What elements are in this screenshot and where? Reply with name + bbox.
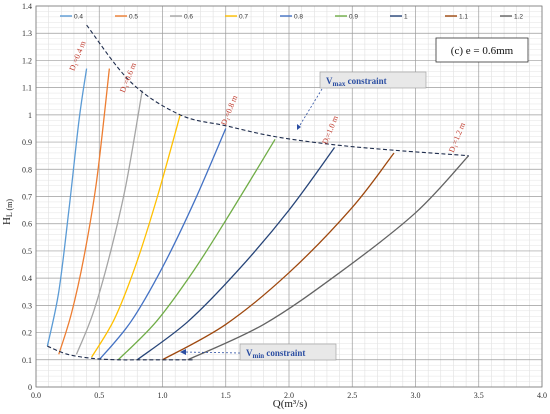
y-tick-label: 0.4	[22, 274, 32, 283]
series-line-1	[136, 147, 336, 361]
series-line-1.2	[187, 155, 470, 361]
y-tick-label: 0.5	[22, 247, 32, 256]
x-tick-label: 4.0	[537, 391, 547, 400]
x-tick-label: 0.0	[31, 391, 41, 400]
legend: 0.4 0.5 0.6 0.7 0.8 0.9 1 1.1 1.2	[60, 14, 523, 21]
y-tick-label: 0.6	[22, 220, 32, 229]
vmin-arrowhead	[180, 349, 186, 355]
y-tick-label: 0.3	[22, 301, 32, 310]
legend-label-0.6: 0.6	[184, 14, 193, 21]
y-tick-label: 1	[28, 111, 32, 120]
inset-box-frame	[435, 37, 529, 63]
series-line-0.8	[98, 128, 227, 361]
legend-label-0.4: 0.4	[74, 14, 83, 21]
y-tick-label: 1.1	[22, 84, 32, 93]
vmax-callout: Vmax constraint	[296, 71, 427, 131]
y-tick-label: 0.8	[22, 165, 32, 174]
vmin-callout-arrow	[183, 351, 241, 354]
y-tick-label: 1.4	[22, 2, 32, 11]
series-line-0.5	[58, 68, 111, 355]
series-lines	[46, 68, 470, 361]
vmin-callout: Vmin constraint	[180, 343, 337, 361]
legend-label-1: 1	[404, 14, 408, 21]
y-tick-label: 1.2	[22, 56, 32, 65]
vmax-callout-label: Vmax constraint	[326, 76, 387, 88]
legend-label-0.8: 0.8	[294, 14, 303, 21]
inset-box: (c) e = 0.6mm	[435, 37, 529, 63]
series-line-0.7	[91, 114, 181, 358]
plot-frame	[35, 5, 543, 388]
y-tick-label: 0.2	[22, 329, 32, 338]
x-tick-labels: 0.0 0.5 1.0 1.5 2.0 2.5 3.0 3.5 4.0	[31, 391, 547, 400]
x-tick-label: 0.5	[94, 391, 104, 400]
inset-label: (c) e = 0.6mm	[451, 45, 514, 57]
legend-label-1.1: 1.1	[459, 14, 468, 21]
y-tick-label: 0.1	[22, 356, 32, 365]
vmin-callout-box	[239, 343, 337, 361]
vmax-constraint-line	[86, 24, 469, 157]
y-tick-label: 1.3	[22, 29, 32, 38]
constraint-lines	[47, 24, 469, 361]
series-line-0.6	[75, 90, 143, 355]
x-tick-label: 3.0	[411, 391, 421, 400]
vmax-callout-box	[319, 71, 427, 89]
vmin-constraint-line	[47, 345, 195, 361]
y-tick-label: 0.7	[22, 193, 32, 202]
legend-label-0.5: 0.5	[129, 14, 138, 21]
y-tick-label: 0	[28, 383, 32, 392]
vmax-arrowhead	[297, 124, 301, 130]
y-tick-label: 0.9	[22, 138, 32, 147]
x-tick-label: 1.5	[221, 391, 231, 400]
legend-label-0.9: 0.9	[349, 14, 358, 21]
x-tick-label: 3.5	[474, 391, 484, 400]
legend-label-0.7: 0.7	[239, 14, 248, 21]
x-axis-label: Q(m³/s)	[273, 398, 308, 410]
x-tick-label: 1.0	[158, 391, 168, 400]
series-line-0.9	[117, 139, 276, 361]
x-tick-label: 2.5	[347, 391, 357, 400]
series-line-0.4	[46, 68, 88, 347]
legend-label-1.2: 1.2	[514, 14, 523, 21]
vmin-callout-label: Vmin constraint	[246, 348, 305, 360]
vmax-callout-arrow	[296, 88, 323, 131]
y-axis-label: HL (m)	[1, 199, 14, 225]
x-tick-label: 2.0	[284, 391, 294, 400]
y-tick-labels: 0 0.1 0.2 0.3 0.4 0.5 0.6 0.7 0.8 0.9 1 1.1 1.2 1.3 1.…	[22, 2, 32, 392]
series-line-1.1	[162, 152, 395, 361]
